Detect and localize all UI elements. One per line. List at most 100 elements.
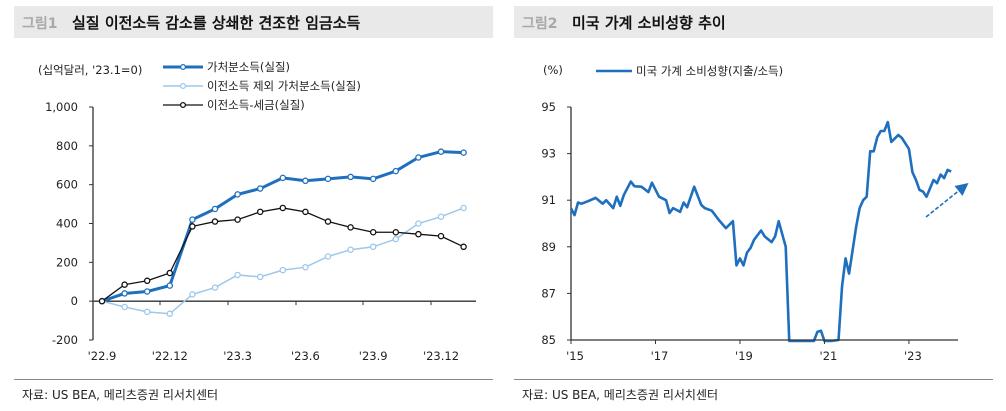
legend-swatch-marker [179,101,187,109]
left-divider [14,379,493,380]
left-series-point [302,208,309,216]
left-series-point [98,297,106,305]
right-x-tick-label: '15 [566,349,584,363]
left-series-line-0 [101,150,464,303]
left-series-point [392,228,400,236]
right-source: 자료: US BEA, 메리츠증권 리서치센터 [522,388,719,402]
legend-label: 이전소득 제외 가처분소득(실질) [207,79,361,93]
left-x-tick-label: '23.3 [223,349,252,363]
figure1-titlebar: 그림1 실질 이전소득 감소를 상쇄한 견조한 임금소득 [14,6,493,38]
right-y-tick-label: 85 [541,333,556,347]
left-y-tick-label: 400 [56,217,78,231]
left-chart: -200 0 200 400 600 800 1,000 '22.9 '22.12 '23.3 '2… [45,60,476,363]
left-series-point [143,277,151,285]
left-y-tick-label: -200 [52,333,78,347]
legend-swatch-marker [179,63,187,71]
left-series-point [369,175,377,183]
right-x-tick-label: '21 [820,349,838,363]
left-series-point [189,223,196,230]
left-series-point [279,204,287,212]
left-series-point [392,235,400,243]
left-series-point [166,282,174,289]
left-series-point [256,185,264,192]
left-y-tick-label: 200 [56,255,78,269]
left-x-tick-label: '23.9 [359,349,388,363]
left-series-point [166,269,174,277]
left-series-point [256,273,264,281]
legend-label: 가처분소득(실질) [207,60,290,74]
right-divider [514,379,993,380]
left-series-point [324,253,332,260]
left-series-point [143,308,151,316]
figure2-title: 미국 가계 소비성향 추이 [572,14,726,32]
left-source: 자료: US BEA, 메리츠증권 리서치센터 [22,388,219,402]
left-series-point [302,177,309,185]
left-x-tick-label: '22.9 [88,349,117,363]
figure1-title: 실질 이전소득 감소를 상쇄한 견조한 임금소득 [72,14,361,32]
left-series-point [189,216,196,223]
left-series-point [121,281,128,288]
left-series-point [347,173,354,181]
left-series-point [369,243,377,251]
right-y-tick-label: 93 [541,147,556,161]
legend-swatch-marker [179,82,187,90]
right-y-tick-label: 87 [541,286,556,300]
left-series-point [324,175,332,183]
left-x-tick-label: '23.6 [291,349,320,363]
right-y-tick-label: 91 [541,193,556,207]
right-x-tick-label: '17 [651,349,669,363]
figure2-titlebar: 그림2 미국 가계 소비성향 추이 [514,6,993,38]
left-x-tick-label: '22.12 [152,349,188,363]
right-x-tick-label: '23 [904,349,922,363]
left-series-point [324,218,332,225]
left-series-point [211,205,219,213]
left-series-point [437,232,445,240]
left-series-line-2 [101,207,464,302]
right-x-tick-label: '19 [735,349,753,363]
left-series-point [369,228,377,236]
left-series-point [415,154,422,161]
left-series-point [392,167,400,175]
left-series-point [121,303,128,311]
left-series-point [279,266,287,274]
left-series-point [415,220,422,227]
right-series-line [569,120,952,343]
left-series-point [302,263,309,271]
left-series-point [437,213,445,220]
left-series-point [234,191,241,198]
left-y-tick-label: 600 [56,178,78,192]
left-series-point [460,243,467,251]
left-y-tick-label: 800 [56,139,78,153]
left-series-point [143,288,151,295]
trend-arrow-annotation [925,183,969,218]
left-series-point [279,174,287,182]
right-legend-label: 미국 가계 소비성향(지출/소득) [636,64,783,78]
left-series-point [437,148,445,155]
left-series-point [347,224,354,231]
left-unit-label: (십억달러, '23.1=0) [38,63,142,77]
right-unit-label: (%) [543,63,563,77]
right-chart: 85 87 89 91 93 95 '15 '17 '19 '21 '23 미국 가계 소비성향(지출… [541,64,969,363]
left-series-point [234,271,241,279]
left-series-point [166,310,174,318]
figure2-number: 그림2 [522,16,558,32]
left-series-point [347,246,354,253]
left-series-point [211,284,219,291]
left-series-point [460,204,467,212]
left-series-point [256,208,264,216]
right-y-tick-label: 95 [541,100,556,114]
left-series-point [415,230,422,238]
left-series-point [211,218,219,225]
left-series-line-1 [101,207,464,315]
left-y-tick-label: 0 [71,294,78,308]
left-series-point [460,149,467,156]
figure1-number: 그림1 [22,16,58,32]
legend-label: 이전소득-세금(실질) [207,98,305,112]
left-series-point [121,290,128,297]
left-series-point [189,291,196,298]
right-y-tick-label: 89 [541,240,556,254]
left-series-point [234,216,241,223]
left-x-tick-label: '23.12 [423,349,459,363]
